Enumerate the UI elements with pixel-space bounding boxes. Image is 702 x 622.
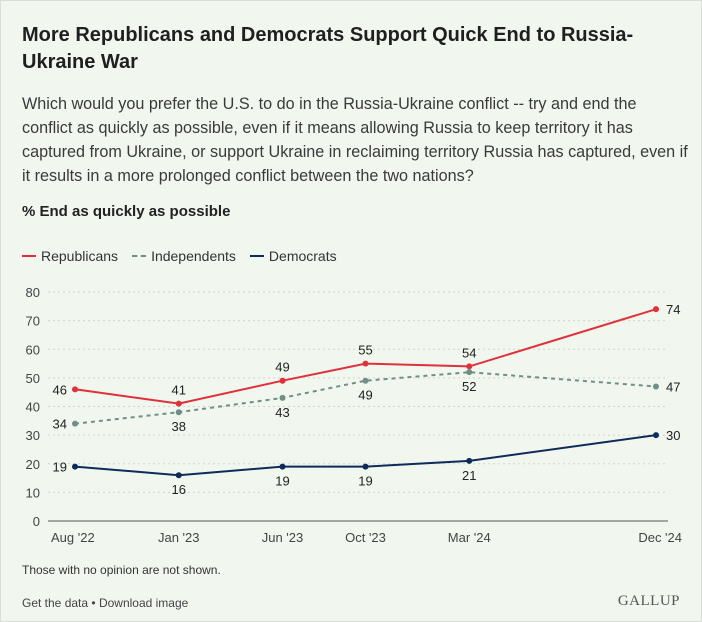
legend-item-independents: Independents xyxy=(132,248,236,264)
chart-title: More Republicans and Democrats Support Q… xyxy=(22,24,634,73)
data-point-democrats xyxy=(653,432,659,439)
data-label-republicans: 74 xyxy=(666,302,680,317)
get-data-link[interactable]: Get the data xyxy=(22,596,89,610)
series-line-republicans xyxy=(74,308,657,405)
legend-label-democrats: Democrats xyxy=(268,248,337,264)
data-label-democrats: 19 xyxy=(358,474,372,489)
data-point-republicans xyxy=(72,386,78,393)
link-separator: • xyxy=(91,596,96,610)
data-label-democrats: 16 xyxy=(172,482,186,497)
data-point-republicans xyxy=(175,400,182,407)
data-point-independents xyxy=(362,377,369,384)
data-point-republicans xyxy=(653,306,659,313)
y-tick-label-60: 60 xyxy=(26,342,40,357)
data-point-democrats xyxy=(466,457,473,464)
footnote: Those with no opinion are not shown. xyxy=(22,563,221,577)
chart-subtitle: Which would you prefer the U.S. to do in… xyxy=(22,95,688,185)
legend-swatch-republicans xyxy=(22,255,36,257)
footer-links: Get the data • Download image xyxy=(22,596,188,610)
data-label-independents: 38 xyxy=(172,419,186,434)
data-label-independents: 47 xyxy=(666,379,680,394)
legend-label-independents: Independents xyxy=(151,248,236,264)
download-image-link[interactable]: Download image xyxy=(98,596,189,610)
line-chart: 0 10 20 30 40 50 60 70 80 Aug '22 Jan '23 Jun '23 Oc… xyxy=(26,285,682,545)
legend-item-democrats: Democrats xyxy=(249,248,337,264)
data-point-independents xyxy=(653,383,659,390)
series-line-democrats xyxy=(74,434,657,477)
series-line-independents xyxy=(74,371,657,425)
data-label-democrats: 30 xyxy=(666,428,680,443)
measure-label: % End as quickly as possible xyxy=(22,203,231,220)
data-point-independents xyxy=(279,394,286,401)
data-label-independents: 43 xyxy=(275,405,289,420)
y-tick-label-10: 10 xyxy=(26,485,40,500)
y-tick-label-20: 20 xyxy=(26,457,40,472)
y-tick-label-30: 30 xyxy=(26,428,40,443)
data-label-republicans: 49 xyxy=(275,360,289,375)
data-label-republicans: 46 xyxy=(53,382,67,397)
data-point-independents xyxy=(466,369,473,376)
legend: Republicans Independents Democrats xyxy=(22,247,351,265)
y-tick-label-40: 40 xyxy=(26,400,40,415)
y-tick-label-50: 50 xyxy=(26,371,40,386)
data-point-democrats xyxy=(279,463,286,470)
data-label-independents: 49 xyxy=(358,388,372,403)
x-tick-label: Jan '23 xyxy=(158,530,200,545)
x-tick-label: Dec '24 xyxy=(638,530,682,545)
legend-label-republicans: Republicans xyxy=(41,248,119,264)
data-label-independents: 52 xyxy=(462,379,476,394)
data-label-republicans: 54 xyxy=(462,345,476,360)
data-point-democrats xyxy=(175,472,182,479)
x-tick-label: Oct '23 xyxy=(345,530,386,545)
data-point-republicans xyxy=(279,377,286,384)
data-label-democrats: 21 xyxy=(462,468,476,483)
x-tick-label: Aug '22 xyxy=(51,530,95,545)
data-point-independents xyxy=(72,420,78,427)
data-point-democrats xyxy=(362,463,369,470)
legend-item-republicans: Republicans xyxy=(22,248,118,264)
y-tick-label-70: 70 xyxy=(26,314,40,329)
legend-swatch-independents xyxy=(132,255,147,257)
data-point-independents xyxy=(175,409,182,416)
data-point-democrats xyxy=(72,463,78,470)
data-label-republicans: 55 xyxy=(358,343,372,358)
y-tick-label-0: 0 xyxy=(33,514,40,529)
gallup-logo: GALLUP xyxy=(617,593,680,609)
data-point-republicans xyxy=(466,363,473,370)
data-point-republicans xyxy=(362,360,369,367)
x-tick-label: Jun '23 xyxy=(262,530,304,545)
data-label-democrats: 19 xyxy=(275,474,289,489)
legend-swatch-democrats xyxy=(249,255,264,257)
x-tick-label: Mar '24 xyxy=(448,530,491,545)
y-tick-label-80: 80 xyxy=(26,285,40,300)
data-label-democrats: 19 xyxy=(53,460,67,475)
data-label-independents: 34 xyxy=(53,417,67,432)
data-label-republicans: 41 xyxy=(172,383,186,398)
